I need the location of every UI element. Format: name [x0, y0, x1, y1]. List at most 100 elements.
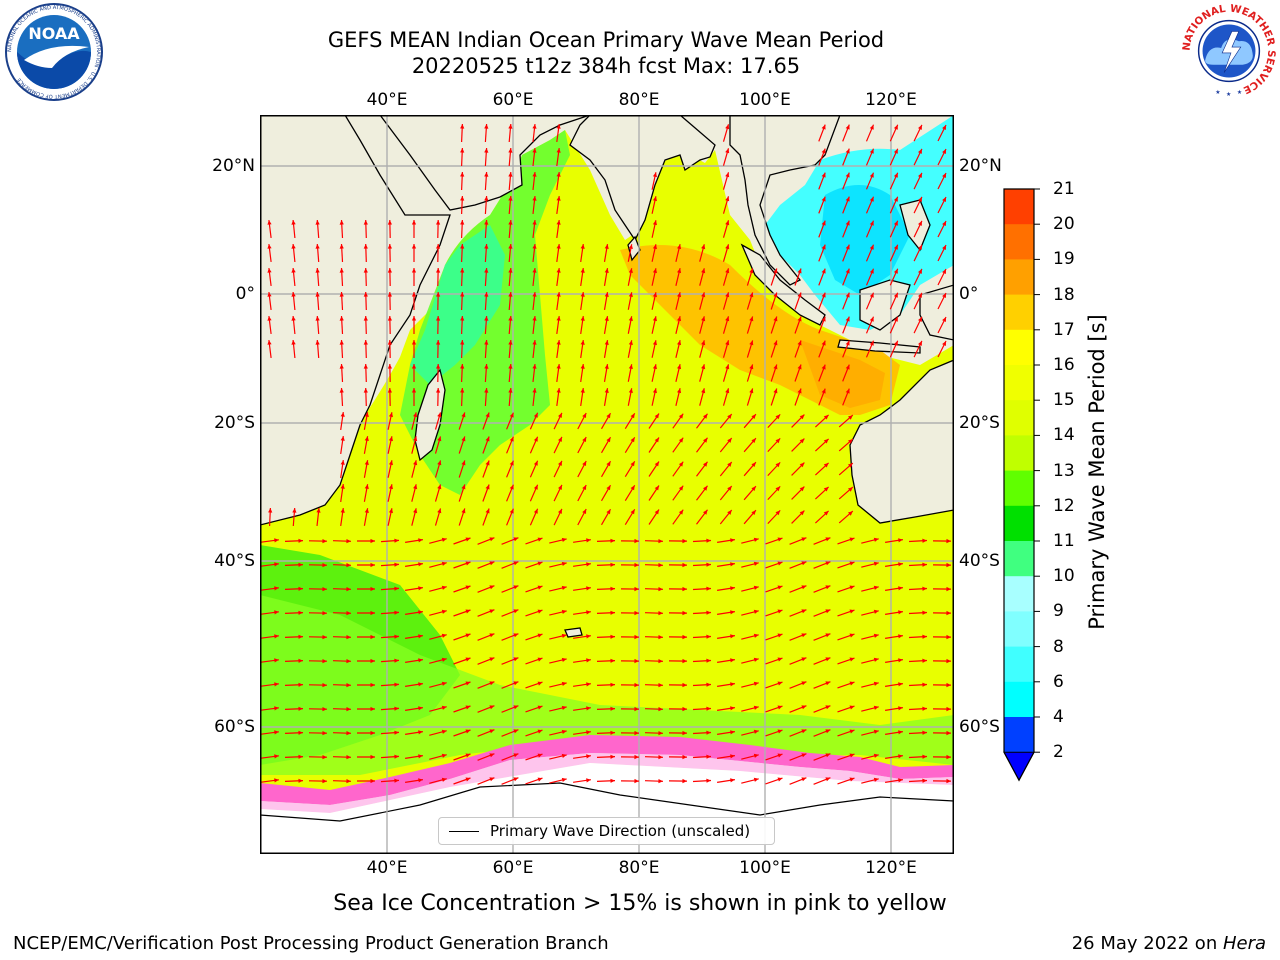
wave-arrow-icon [460, 291, 465, 311]
wave-arrow-icon [648, 485, 660, 501]
wave-arrow-icon [429, 705, 447, 712]
wave-arrow-icon [885, 706, 903, 711]
wave-arrow-icon [508, 147, 513, 167]
wave-arrow-icon [532, 196, 537, 214]
wave-arrow-icon [549, 561, 567, 568]
wave-arrow-icon [482, 508, 490, 526]
wave-arrow-icon [506, 484, 514, 502]
wave-arrow-icon [363, 315, 368, 335]
wave-arrow-icon [525, 729, 543, 737]
wave-arrow-icon [261, 586, 279, 591]
wave-arrow-icon [436, 267, 441, 287]
wave-arrow-icon [770, 364, 778, 382]
wave-arrow-icon [501, 705, 519, 713]
wave-arrow-icon [699, 388, 706, 406]
wave-arrow-icon [411, 244, 417, 262]
wave-arrow-icon [429, 729, 447, 736]
wave-arrow-icon [620, 706, 640, 712]
wave-arrow-icon [668, 778, 688, 784]
wave-arrow-icon [696, 485, 708, 501]
wave-arrow-icon [411, 220, 417, 238]
wave-arrow-icon [405, 658, 423, 663]
wave-arrow-icon [741, 753, 759, 760]
wave-arrow-icon [453, 705, 471, 713]
wave-arrow-icon [411, 340, 417, 358]
wave-arrow-icon [717, 778, 735, 783]
wave-arrow-icon [765, 609, 783, 617]
wave-arrow-icon [668, 658, 688, 664]
wave-arrow-icon [861, 633, 879, 640]
wave-arrow-icon [842, 124, 850, 142]
wave-arrow-icon [837, 753, 855, 761]
wave-arrow-icon [741, 585, 759, 592]
wave-arrow-icon [556, 220, 561, 238]
wave-arrow-icon [672, 485, 684, 501]
wave-arrow-icon [387, 339, 392, 359]
wave-arrow-icon [596, 682, 616, 687]
wave-arrow-icon [932, 586, 952, 592]
wave-arrow-icon [549, 585, 567, 592]
wave-arrow-icon [477, 537, 495, 545]
wave-arrow-icon [719, 485, 733, 501]
wave-arrow-icon [405, 586, 423, 591]
wave-arrow-icon [692, 586, 712, 591]
colorbar-tick-label: 18 [1053, 284, 1075, 305]
wave-arrow-icon [501, 609, 519, 617]
wave-arrow-icon [603, 292, 609, 310]
lat-label-left: 60°S [214, 717, 255, 737]
wave-arrow-icon [460, 123, 465, 143]
wave-arrow-icon [767, 413, 781, 429]
wave-arrow-icon [743, 461, 757, 477]
wave-arrow-icon [889, 172, 899, 190]
wave-arrow-icon [741, 609, 759, 616]
wave-arrow-icon [818, 316, 826, 334]
wave-arrow-icon [387, 484, 393, 502]
wave-arrow-icon [889, 124, 899, 142]
wave-arrow-icon [651, 268, 657, 286]
wave-arrow-icon [596, 754, 616, 759]
wave-arrow-icon [765, 633, 783, 641]
wave-arrow-icon [765, 537, 783, 545]
wave-arrow-icon [722, 364, 730, 382]
lat-label-right: 20°N [959, 156, 1002, 176]
lon-label-top: 100°E [739, 90, 791, 110]
wave-arrow-icon [429, 777, 447, 784]
wave-arrow-icon [332, 563, 352, 568]
wave-arrow-icon [794, 268, 802, 286]
wave-arrow-icon [814, 438, 830, 452]
wave-arrow-icon [284, 754, 304, 759]
wave-arrow-icon [722, 220, 730, 238]
wave-arrow-icon [837, 777, 855, 785]
lon-label-bottom: 120°E [865, 858, 917, 878]
wave-arrow-icon [722, 340, 730, 358]
wave-arrow-icon [340, 460, 345, 478]
wave-arrow-icon [644, 539, 664, 544]
wave-arrow-icon [315, 219, 320, 239]
wave-arrow-icon [477, 633, 495, 641]
wave-arrow-icon [549, 705, 567, 712]
wave-arrow-icon [889, 196, 899, 214]
wave-arrow-icon [842, 340, 850, 358]
wave-arrow-icon [434, 460, 442, 478]
wave-arrow-icon [620, 682, 640, 688]
wave-arrow-icon [627, 388, 633, 406]
wave-arrow-icon [865, 292, 875, 310]
wave-arrow-icon [482, 460, 490, 478]
wave-arrow-icon [937, 148, 947, 166]
wave-arrow-icon [332, 731, 352, 736]
wave-arrow-icon [813, 561, 831, 569]
wave-arrow-icon [308, 731, 328, 736]
wave-arrow-icon [765, 561, 783, 569]
wave-arrow-icon [789, 633, 807, 641]
wave-arrow-icon [932, 754, 952, 760]
wave-arrow-icon [556, 244, 561, 262]
wave-arrow-icon [908, 610, 928, 615]
wave-arrow-icon [672, 509, 684, 525]
wave-arrow-icon [692, 634, 712, 639]
wave-arrow-icon [668, 706, 688, 712]
wave-arrow-icon [261, 682, 279, 687]
wave-arrow-icon [556, 196, 561, 214]
wave-arrow-icon [837, 537, 855, 545]
wave-arrow-icon [387, 508, 393, 526]
antarctica [260, 763, 954, 854]
